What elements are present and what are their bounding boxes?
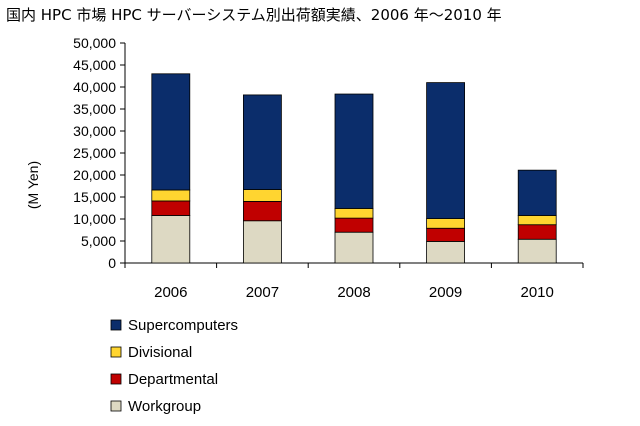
bar-divisional-2008 [334,208,374,219]
x-tick-label: 2008 [337,284,370,301]
bar-departmental-2010 [517,224,557,240]
x-tick-label: 2006 [154,284,187,301]
bar-departmental-2009 [426,227,466,242]
legend-label-divisional: Divisional [128,344,192,361]
y-tick-label: 45,000 [73,57,116,73]
bars [151,73,557,264]
bar-divisional-2009 [426,218,466,229]
legend-label-workgroup: Workgroup [128,398,201,415]
bar-supercomputers-2009 [426,82,466,219]
bar-workgroup-2009 [426,241,466,264]
y-tick-label: 50,000 [73,35,116,51]
legend: Supercomputers Divisional Departmental Work… [110,317,238,415]
bar-divisional-2007 [242,189,282,202]
y-tick-label: 20,000 [73,167,116,183]
bar-workgroup-2010 [517,238,557,264]
y-tick-label: 40,000 [73,79,116,95]
y-axis-label: (M Yen) [25,161,41,209]
bar-workgroup-2007 [242,220,282,264]
legend-label-supercomputers: Supercomputers [128,317,238,334]
x-tick-label: 2007 [246,284,279,301]
tick-labels: 0 5,000 10,000 15,000 20,000 25,000 30,000 35,0… [73,35,554,301]
y-tick-label: 0 [108,255,116,271]
bar-workgroup-2008 [334,231,374,264]
y-tick-label: 15,000 [73,189,116,205]
legend-swatch-supercomputers [110,319,122,331]
bar-departmental-2007 [242,200,282,222]
y-tick-label: 5,000 [81,233,116,249]
bar-supercomputers-2008 [334,93,374,209]
page-title: 国内 HPC 市場 HPC サーバーシステム別出荷額実績、2006 年～2010… [6,6,502,24]
x-tick-label: 2009 [429,284,462,301]
legend-swatch-divisional [110,346,122,358]
y-tick-label: 10,000 [73,211,116,227]
y-tick-label: 35,000 [73,101,116,117]
bar-supercomputers-2007 [242,94,282,190]
y-tick-label: 30,000 [73,123,116,139]
bar-workgroup-2006 [151,215,191,264]
x-tick-label: 2010 [521,284,554,301]
legend-swatch-departmental [110,373,122,385]
legend-label-departmental: Departmental [128,371,218,388]
bar-divisional-2006 [151,189,191,202]
bar-supercomputers-2006 [151,73,191,191]
bar-divisional-2010 [517,215,557,226]
bar-departmental-2006 [151,200,191,216]
legend-swatch-workgroup [110,400,122,412]
bar-supercomputers-2010 [517,169,557,216]
y-tick-label: 25,000 [73,145,116,161]
bar-departmental-2008 [334,217,374,233]
